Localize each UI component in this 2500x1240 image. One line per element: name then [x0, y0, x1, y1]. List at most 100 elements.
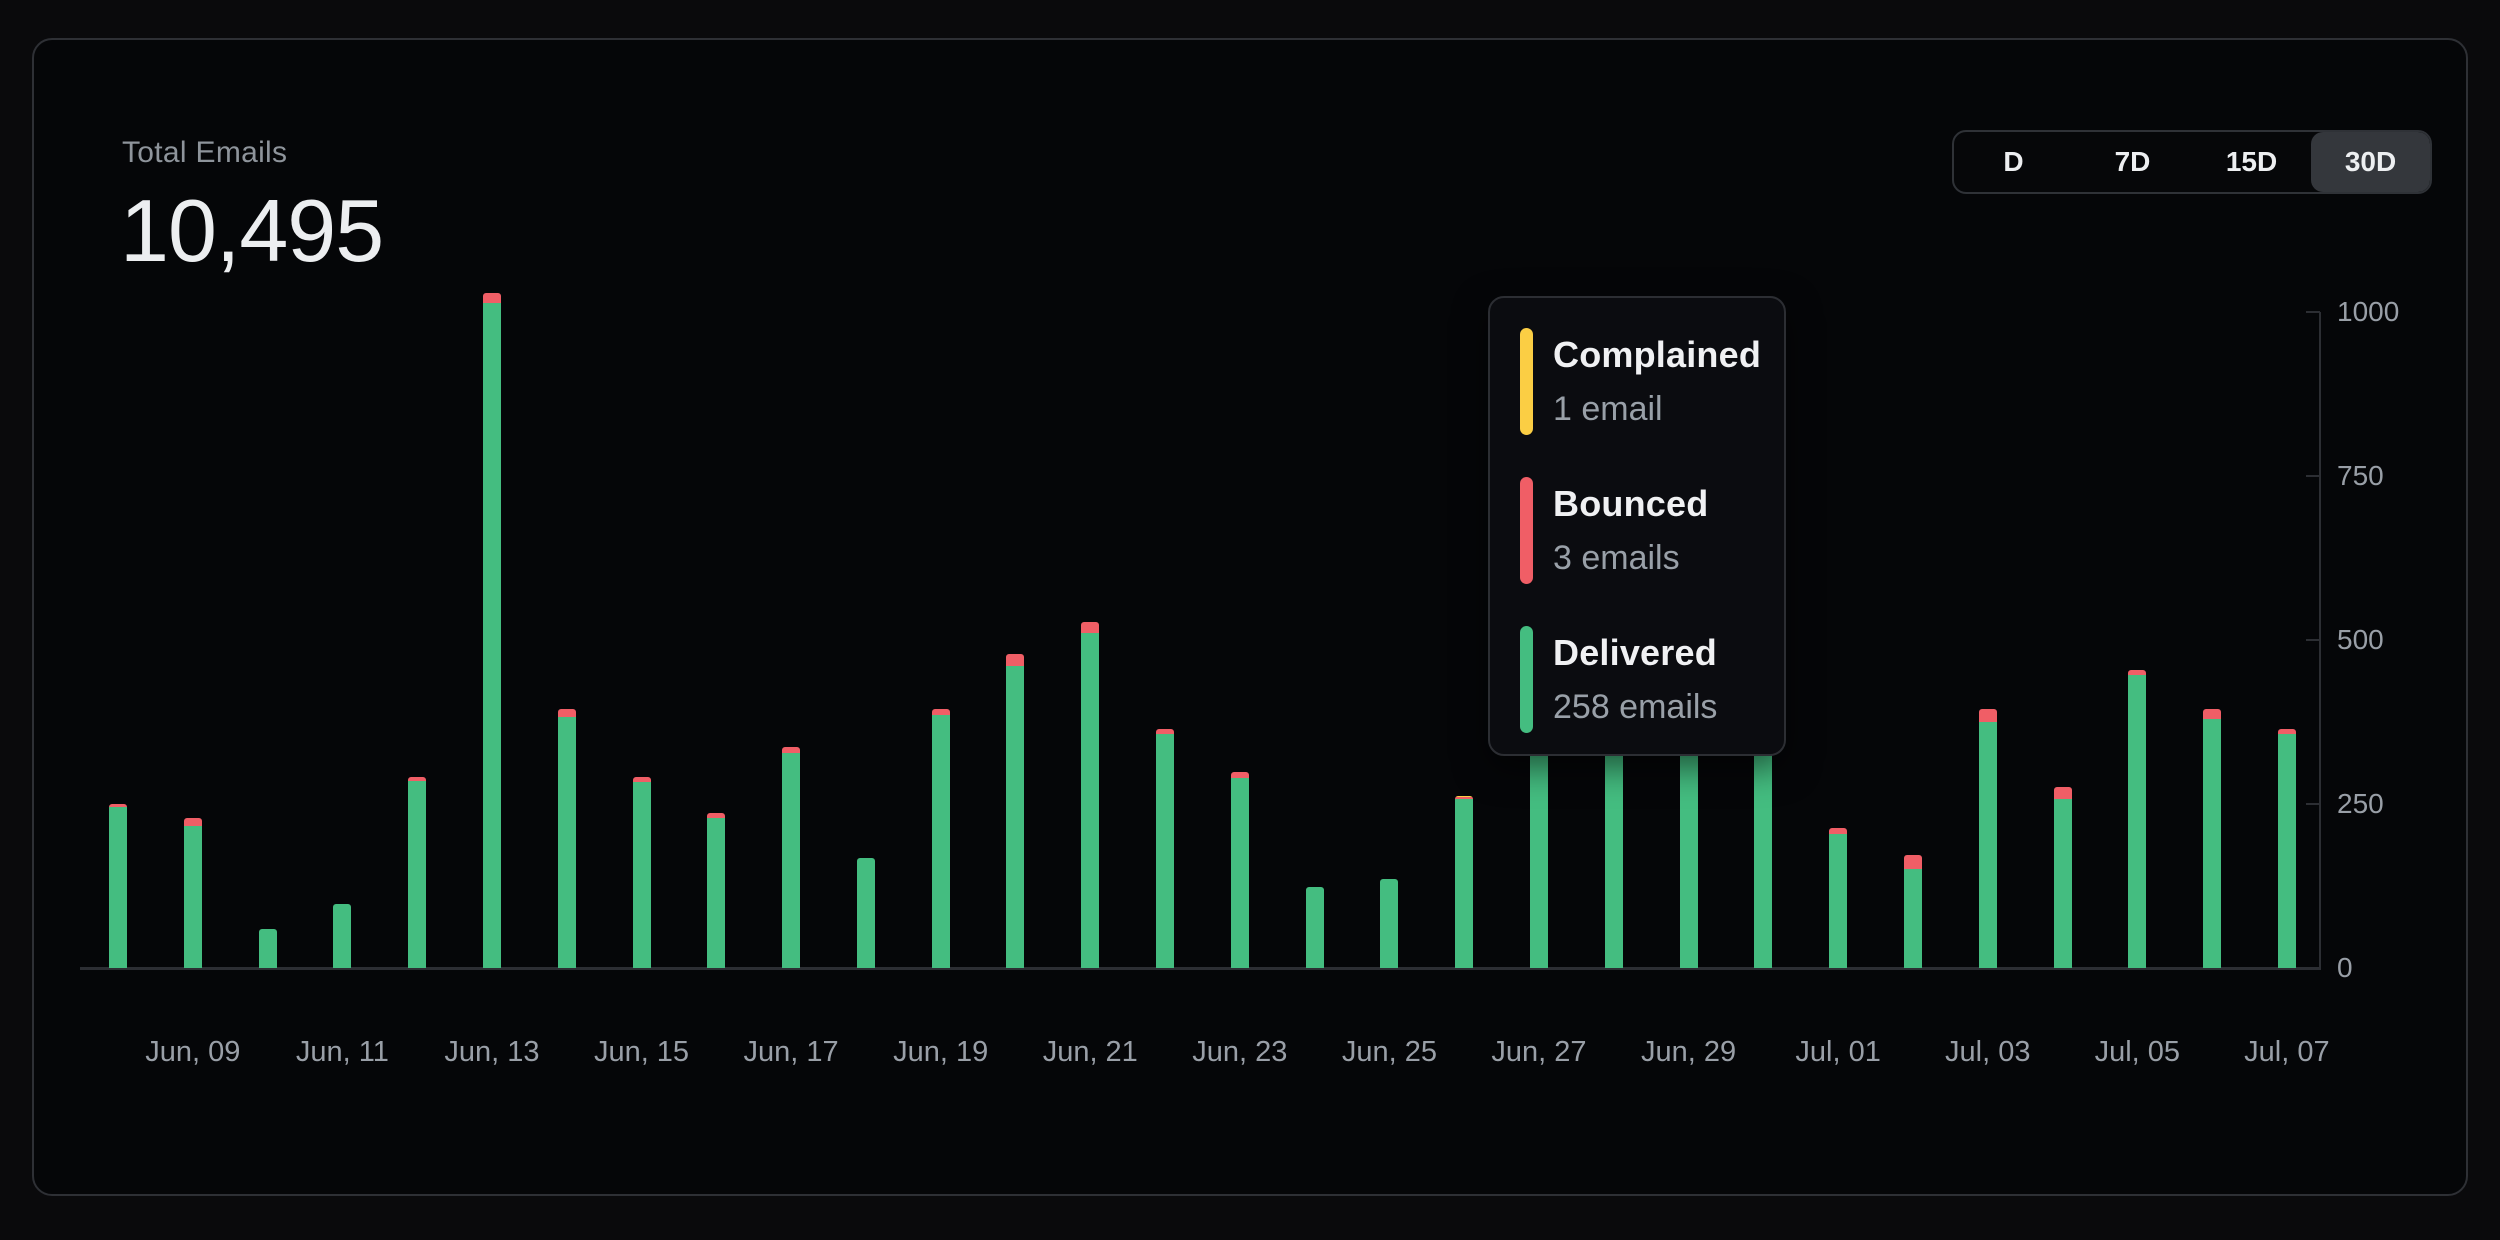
chart-bar[interactable]: [482, 292, 501, 968]
chart-bar[interactable]: [1455, 796, 1474, 968]
chart-bar[interactable]: [2203, 708, 2222, 968]
bar-segment: [1978, 708, 1997, 722]
tooltip-series-name: Delivered: [1553, 632, 1717, 673]
bar-segment: [1380, 878, 1399, 968]
y-axis-label: 500: [2337, 624, 2384, 655]
chart-bar[interactable]: [856, 858, 875, 968]
bar-segment: [1455, 796, 1474, 797]
tooltip-series-name: Bounced: [1553, 483, 1709, 524]
complained-color-pill: [1520, 328, 1533, 435]
range-button-7d[interactable]: 7D: [2073, 132, 2192, 192]
bar-segment: [856, 858, 875, 968]
x-axis-label: Jun, 19: [893, 1036, 989, 1068]
y-axis-label: 0: [2337, 952, 2353, 983]
x-axis-label: Jun, 15: [593, 1036, 690, 1068]
bar-segment: [2277, 734, 2296, 968]
range-selector: D 7D 15D 30D: [1952, 130, 2432, 194]
chart-bar[interactable]: [1081, 621, 1100, 968]
bar-segment: [109, 807, 127, 968]
chart-bar[interactable]: [632, 777, 651, 968]
bar-segment: [1156, 728, 1175, 735]
bar-segment: [183, 826, 202, 968]
chart-bar[interactable]: [1305, 887, 1324, 968]
y-axis-tick: [2306, 475, 2320, 477]
bar-segment: [1455, 796, 1474, 799]
bar-segment: [1081, 633, 1100, 968]
tooltip-row-delivered: Delivered 258 emails: [1520, 626, 1760, 733]
x-axis-label: Jul, 05: [2094, 1036, 2181, 1068]
total-emails-value: 10,495: [120, 181, 384, 280]
x-axis-label: Jun, 27: [1491, 1036, 1587, 1068]
x-axis-label: Jul, 01: [1795, 1036, 1881, 1068]
bar-segment: [1081, 621, 1100, 634]
bar-segment: [2203, 708, 2222, 719]
tooltip-series-name: Complained: [1553, 334, 1762, 375]
y-axis-label: 1000: [2337, 296, 2400, 327]
chart-bar[interactable]: [2128, 669, 2147, 968]
bar-segment: [482, 292, 501, 303]
bar-segment: [183, 818, 202, 827]
bar-segment: [258, 928, 277, 968]
bar-segment: [2277, 728, 2296, 735]
chart-bar[interactable]: [931, 708, 950, 968]
chart-tooltip: Complained 1 email Bounced 3 emails Delivere…: [1488, 296, 1786, 756]
y-axis-line: [2319, 312, 2321, 970]
x-axis-label: Jun, 17: [743, 1036, 839, 1068]
range-button-30d[interactable]: 30D: [2311, 132, 2430, 192]
chart-bar[interactable]: [1978, 708, 1997, 968]
bar-segment: [109, 804, 127, 808]
chart-bar[interactable]: [183, 818, 202, 968]
bar-segment: [557, 716, 576, 968]
chart-bar[interactable]: [109, 804, 127, 968]
y-axis-label: 250: [2337, 788, 2384, 819]
bar-segment: [931, 708, 950, 715]
bar-segment: [557, 708, 576, 717]
x-axis-label: Jun, 29: [1641, 1036, 1737, 1068]
chart-bar[interactable]: [782, 746, 801, 968]
bar-segment: [632, 777, 651, 783]
bar-segment: [2053, 798, 2072, 968]
chart-bar[interactable]: [2277, 728, 2296, 968]
range-button-d[interactable]: D: [1954, 132, 2073, 192]
bar-segment: [1305, 887, 1324, 968]
bar-segment: [707, 812, 726, 819]
bar-segment: [1903, 855, 1922, 869]
chart-bar[interactable]: [1380, 878, 1399, 968]
chart-bar[interactable]: [1903, 855, 1922, 968]
chart-bar[interactable]: [707, 812, 726, 968]
chart-bar[interactable]: [557, 708, 576, 968]
x-axis-label: Jun, 25: [1341, 1036, 1437, 1068]
chart-bar[interactable]: [333, 903, 352, 968]
bar-segment: [1230, 777, 1249, 968]
bar-segment: [931, 714, 950, 968]
chart-bar[interactable]: [2053, 786, 2072, 968]
bar-segment: [632, 782, 651, 968]
bar-segment: [2053, 786, 2072, 799]
chart-bar[interactable]: [1006, 654, 1025, 968]
x-axis-label: Jun, 23: [1192, 1036, 1288, 1068]
x-axis-label: Jun, 21: [1042, 1036, 1138, 1068]
tooltip-series-value: 3 emails: [1553, 539, 1680, 577]
bar-segment: [1006, 654, 1025, 667]
bar-segment: [782, 752, 801, 968]
chart-bar[interactable]: [408, 777, 427, 968]
card-title: Total Emails: [122, 136, 288, 169]
bar-segment: [1829, 833, 1848, 968]
bounced-color-pill: [1520, 477, 1533, 584]
chart-bar[interactable]: [1829, 828, 1848, 968]
range-button-15d[interactable]: 15D: [2192, 132, 2311, 192]
tooltip-row-complained: Complained 1 email: [1520, 328, 1762, 435]
chart-bar[interactable]: [258, 928, 277, 968]
x-axis-label: Jun, 13: [444, 1036, 540, 1068]
bar-segment: [707, 818, 726, 968]
x-axis-label: Jul, 07: [2244, 1036, 2330, 1068]
chart-bar[interactable]: [1230, 771, 1249, 968]
bar-segment: [1230, 771, 1249, 778]
y-axis-tick: [2306, 967, 2320, 969]
bar-segment: [408, 777, 427, 782]
y-axis-tick: [2306, 803, 2320, 805]
bar-segment: [1978, 721, 1997, 968]
y-axis-tick: [2306, 639, 2320, 641]
chart-bar[interactable]: [1156, 728, 1175, 968]
